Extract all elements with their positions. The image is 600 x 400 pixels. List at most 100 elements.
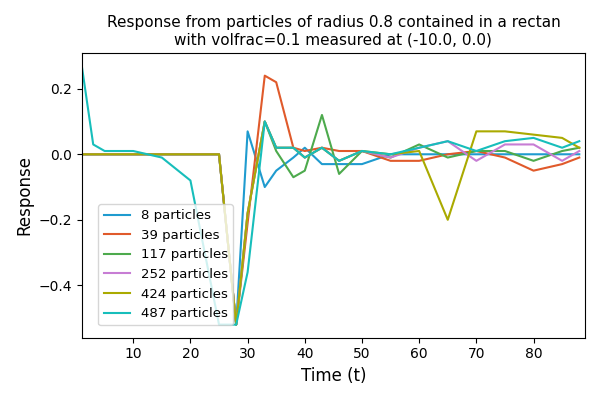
487 particles [158, 155, 166, 160]
117 particles [358, 149, 365, 154]
39 particles [261, 73, 268, 78]
424 particles [387, 152, 394, 157]
117 particles [575, 145, 583, 150]
424 particles [233, 322, 240, 327]
424 particles [187, 152, 194, 157]
117 particles [387, 155, 394, 160]
424 particles [358, 149, 365, 154]
117 particles [444, 155, 451, 160]
252 particles [187, 152, 194, 157]
487 particles [444, 139, 451, 144]
424 particles [290, 145, 297, 150]
39 particles [416, 158, 423, 163]
39 particles [215, 152, 223, 157]
424 particles [319, 145, 326, 150]
487 particles [358, 149, 365, 154]
487 particles [416, 145, 423, 150]
424 particles [530, 132, 537, 137]
487 particles [244, 270, 251, 275]
8 particles [559, 152, 566, 157]
487 particles [319, 145, 326, 150]
252 particles [319, 145, 326, 150]
8 particles [444, 152, 451, 157]
117 particles [416, 142, 423, 147]
487 particles [473, 149, 480, 154]
8 particles [89, 152, 97, 157]
8 particles [187, 152, 194, 157]
424 particles [473, 129, 480, 134]
252 particles [416, 145, 423, 150]
39 particles [78, 152, 85, 157]
8 particles [272, 168, 280, 173]
252 particles [473, 158, 480, 163]
117 particles [335, 172, 343, 176]
252 particles [387, 155, 394, 160]
8 particles [215, 152, 223, 157]
424 particles [575, 145, 583, 150]
39 particles [444, 152, 451, 157]
252 particles [233, 322, 240, 327]
117 particles [301, 168, 308, 173]
8 particles [244, 129, 251, 134]
39 particles [187, 152, 194, 157]
8 particles [530, 152, 537, 157]
39 particles [244, 221, 251, 226]
X-axis label: Time (t): Time (t) [301, 367, 366, 385]
424 particles [215, 152, 223, 157]
252 particles [215, 152, 223, 157]
487 particles [261, 119, 268, 124]
39 particles [530, 168, 537, 173]
252 particles [559, 158, 566, 163]
252 particles [78, 152, 85, 157]
39 particles [130, 152, 137, 157]
Legend: 8 particles, 39 particles, 117 particles, 252 particles, 424 particles, 487 part: 8 particles, 39 particles, 117 particles… [98, 204, 233, 326]
Y-axis label: Response: Response [15, 155, 33, 235]
8 particles [101, 152, 108, 157]
39 particles [301, 149, 308, 154]
8 particles [290, 155, 297, 160]
39 particles [101, 152, 108, 157]
117 particles [130, 152, 137, 157]
252 particles [130, 152, 137, 157]
Line: 117 particles: 117 particles [82, 115, 579, 325]
8 particles [130, 152, 137, 157]
487 particles [233, 322, 240, 327]
39 particles [575, 155, 583, 160]
487 particles [78, 64, 85, 68]
424 particles [416, 149, 423, 154]
424 particles [261, 119, 268, 124]
252 particles [530, 142, 537, 147]
117 particles [187, 152, 194, 157]
8 particles [233, 322, 240, 327]
117 particles [530, 158, 537, 163]
39 particles [559, 162, 566, 166]
252 particles [301, 155, 308, 160]
487 particles [187, 178, 194, 183]
39 particles [290, 145, 297, 150]
8 particles [78, 152, 85, 157]
117 particles [261, 119, 268, 124]
117 particles [233, 322, 240, 327]
424 particles [559, 136, 566, 140]
487 particles [101, 149, 108, 154]
117 particles [78, 152, 85, 157]
Line: 8 particles: 8 particles [82, 131, 579, 325]
117 particles [473, 149, 480, 154]
8 particles [261, 185, 268, 190]
8 particles [416, 152, 423, 157]
Title: Response from particles of radius 0.8 contained in a rectan
with volfrac=0.1 mea: Response from particles of radius 0.8 co… [107, 15, 560, 47]
Line: 424 particles: 424 particles [82, 122, 579, 325]
424 particles [335, 158, 343, 163]
252 particles [444, 139, 451, 144]
487 particles [335, 158, 343, 163]
8 particles [473, 152, 480, 157]
252 particles [502, 142, 509, 147]
424 particles [502, 129, 509, 134]
117 particles [244, 211, 251, 216]
487 particles [575, 139, 583, 144]
Line: 487 particles: 487 particles [82, 66, 579, 325]
117 particles [215, 152, 223, 157]
39 particles [358, 149, 365, 154]
39 particles [473, 149, 480, 154]
Line: 252 particles: 252 particles [82, 122, 579, 325]
